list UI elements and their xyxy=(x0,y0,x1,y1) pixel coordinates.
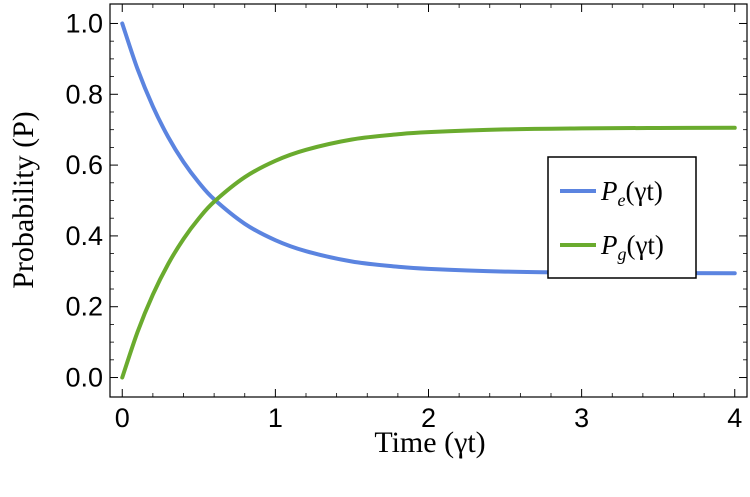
axis-ticks xyxy=(110,4,747,397)
legend-pe-main: P xyxy=(600,176,618,206)
legend-pg-sub: g xyxy=(618,244,627,264)
legend-label-pg: Pg(γt) xyxy=(600,230,664,264)
legend: Pe(γt) Pg(γt) xyxy=(547,156,697,279)
x-tick-label: 4 xyxy=(727,403,742,433)
series-line-0 xyxy=(120,21,737,276)
y-tick-label: 0.4 xyxy=(65,221,103,251)
y-tick-label: 1.0 xyxy=(65,8,103,38)
legend-pe-arg: (γt) xyxy=(626,176,663,206)
series-layer xyxy=(120,21,737,380)
legend-pg-arg: (γt) xyxy=(627,230,664,260)
legend-pg-main: P xyxy=(600,230,618,260)
axis-tick-labels: 0 1 2 3 4 0.0 0.2 0.4 0.6 0.8 1.0 xyxy=(65,8,742,433)
legend-box xyxy=(547,156,697,279)
y-axis-title: Probability (P) xyxy=(7,111,40,289)
x-tick-label: 1 xyxy=(268,403,283,433)
legend-pe-sub: e xyxy=(618,190,626,210)
y-tick-label: 0.6 xyxy=(65,150,103,180)
y-tick-label: 0.2 xyxy=(65,292,103,322)
x-tick-label: 0 xyxy=(115,403,130,433)
legend-label-pe: Pe(γt) xyxy=(600,176,663,210)
x-tick-label: 2 xyxy=(421,403,436,433)
y-tick-label: 0.0 xyxy=(65,363,103,393)
x-axis-title: Time (γt) xyxy=(374,426,485,459)
y-tick-label: 0.8 xyxy=(65,79,103,109)
x-tick-label: 3 xyxy=(574,403,589,433)
series-line-1 xyxy=(120,125,737,380)
